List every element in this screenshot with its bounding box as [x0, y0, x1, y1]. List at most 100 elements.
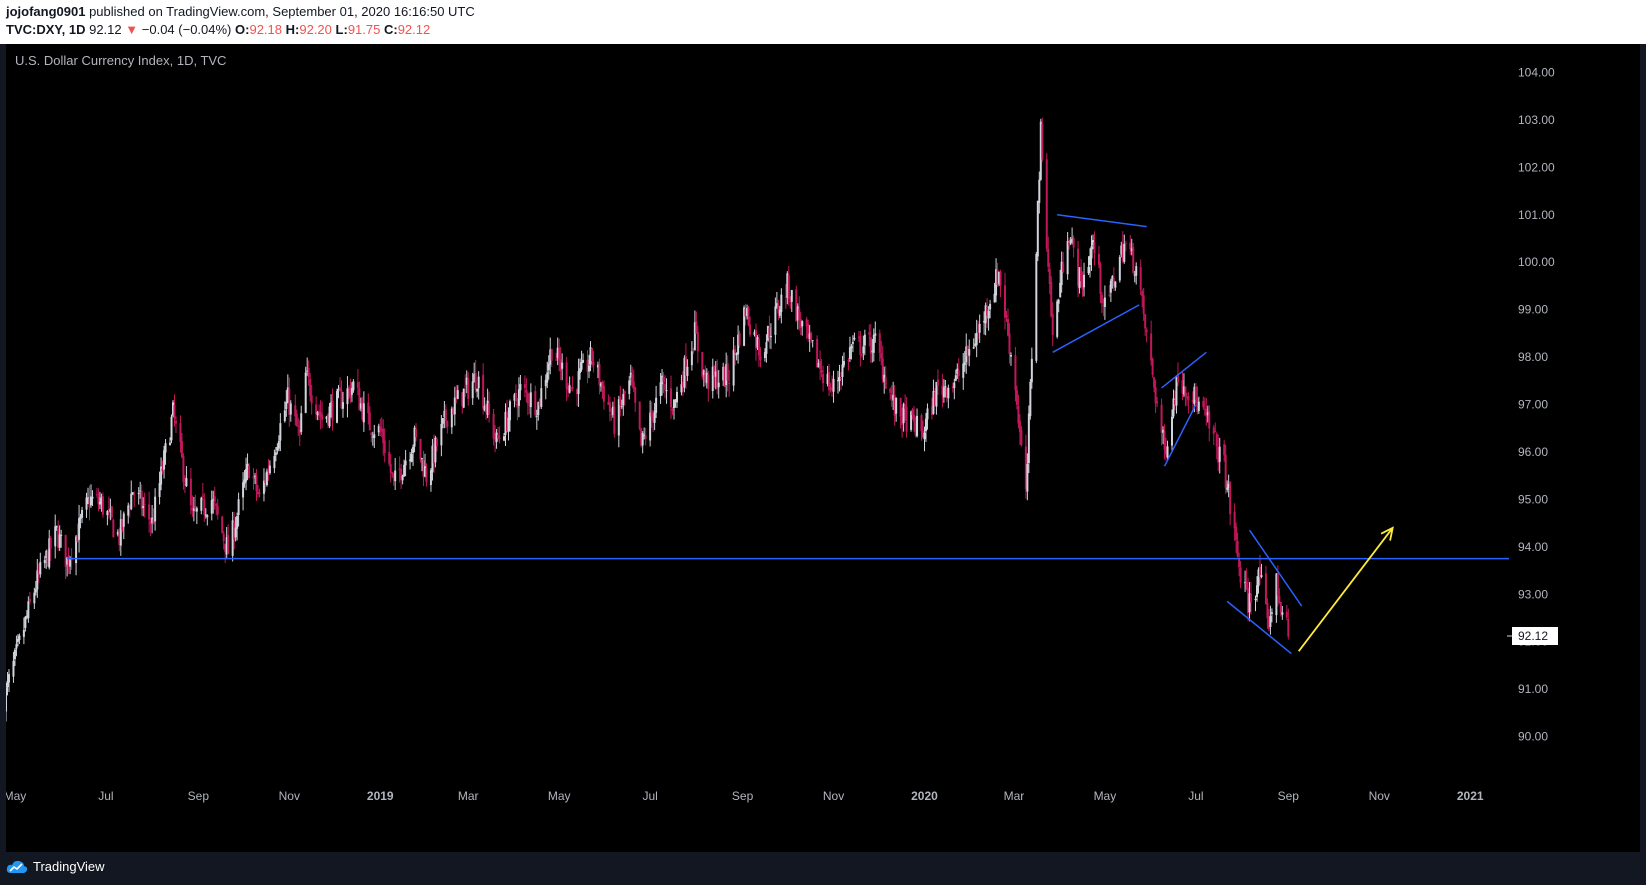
- candle-body: [1287, 619, 1290, 637]
- candle-body: [1015, 390, 1018, 405]
- candle-body: [60, 534, 63, 536]
- candle-body: [316, 411, 319, 416]
- candle-body: [28, 598, 31, 603]
- price-chart[interactable]: 104.00 103.00 102.00 101.00 100.00 99.00 98.00…: [6, 44, 1640, 852]
- candle-body: [716, 370, 719, 389]
- candle-body: [341, 402, 344, 409]
- candle-body: [1223, 444, 1226, 456]
- chart-area[interactable]: 104.00 103.00 102.00 101.00 100.00 99.00 98.00…: [6, 44, 1640, 852]
- candle-body: [140, 491, 143, 510]
- candle-body: [1114, 281, 1117, 288]
- flag-upper-line: [1161, 351, 1207, 389]
- candle-body: [425, 468, 428, 483]
- time-tick-label: Sep: [732, 789, 754, 803]
- candle-body: [206, 515, 209, 518]
- candle-body: [1142, 295, 1145, 315]
- candle-body: [768, 327, 771, 339]
- candle-body: [373, 434, 376, 439]
- candle-body: [1035, 253, 1038, 361]
- candle-body: [248, 465, 251, 479]
- candle-body: [1057, 299, 1060, 304]
- candle-body: [204, 514, 207, 516]
- candle-body: [505, 411, 508, 431]
- candle-body: [529, 392, 532, 408]
- candle-body: [467, 378, 470, 399]
- tradingview-logo[interactable]: TradingView: [6, 859, 105, 874]
- candle-body: [1193, 386, 1196, 404]
- candle-body: [1172, 398, 1175, 417]
- candle-body: [610, 414, 613, 416]
- candle-body: [1153, 377, 1156, 388]
- candle-body: [738, 333, 741, 346]
- candle-body: [67, 554, 70, 566]
- candle-body: [423, 466, 426, 477]
- candle-body: [1099, 264, 1102, 294]
- candle-body: [112, 519, 115, 538]
- author-name[interactable]: jojofang0901: [6, 4, 86, 19]
- candle-body: [525, 389, 528, 393]
- candle-body: [890, 394, 893, 399]
- candle-body: [358, 388, 361, 411]
- candle-body: [796, 306, 799, 321]
- candle-body: [1247, 587, 1250, 613]
- candle-body: [356, 382, 359, 389]
- candle-body: [734, 349, 737, 353]
- candle-body: [910, 411, 913, 430]
- candle-body: [306, 370, 309, 372]
- candle-body: [139, 490, 142, 492]
- candle-body: [826, 373, 829, 385]
- down-arrow-icon: ▼: [125, 22, 139, 37]
- time-tick-label: Jul: [98, 789, 113, 803]
- candle-body: [632, 381, 635, 390]
- candle-body: [1160, 404, 1163, 433]
- candle-body: [1184, 386, 1187, 396]
- candle-body: [853, 337, 856, 340]
- candle-body: [932, 391, 935, 414]
- candle-body: [1202, 401, 1205, 408]
- candle-body: [36, 570, 39, 590]
- candle-body: [799, 318, 802, 328]
- candle-body: [775, 303, 778, 307]
- candle-body: [787, 274, 790, 300]
- candle-body: [1124, 242, 1127, 244]
- price-tick-label: 90.00: [1518, 730, 1548, 744]
- candle-body: [871, 350, 874, 352]
- candle-body: [410, 454, 413, 462]
- candle-body: [817, 362, 820, 368]
- candle-body: [1196, 397, 1199, 413]
- chart-title: U.S. Dollar Currency Index, 1D, TVC: [15, 53, 227, 68]
- candle-body: [392, 473, 395, 479]
- candle-body: [550, 349, 553, 361]
- candle-body: [966, 345, 969, 357]
- candle-body: [300, 413, 303, 432]
- candle-body: [486, 400, 489, 415]
- candle-body: [91, 496, 94, 499]
- candle-body: [25, 615, 28, 617]
- candle-body: [547, 363, 550, 371]
- candle-body: [1020, 429, 1023, 446]
- candle-body: [336, 391, 339, 423]
- candle-body: [1077, 248, 1080, 286]
- candle-body: [968, 349, 971, 356]
- candle-body: [514, 392, 517, 402]
- candle-body: [121, 519, 124, 530]
- candle-body: [464, 385, 467, 387]
- candle-body: [286, 387, 289, 403]
- candle-body: [747, 307, 750, 325]
- candle-body: [488, 403, 491, 415]
- candle-body: [1181, 380, 1184, 394]
- candle-body: [444, 409, 447, 421]
- candle-body: [848, 347, 851, 360]
- candle-body: [224, 543, 227, 552]
- candle-body: [88, 498, 91, 508]
- candle-body: [713, 366, 716, 376]
- candle-body: [453, 397, 456, 415]
- candle-body: [643, 434, 646, 436]
- candle-body: [1005, 315, 1008, 318]
- candle-body: [46, 551, 49, 566]
- candle-body: [495, 432, 498, 443]
- candle-body: [380, 428, 383, 432]
- candle-body: [1038, 179, 1041, 203]
- price-tick-label: 93.00: [1518, 587, 1548, 601]
- candle-body: [328, 406, 331, 427]
